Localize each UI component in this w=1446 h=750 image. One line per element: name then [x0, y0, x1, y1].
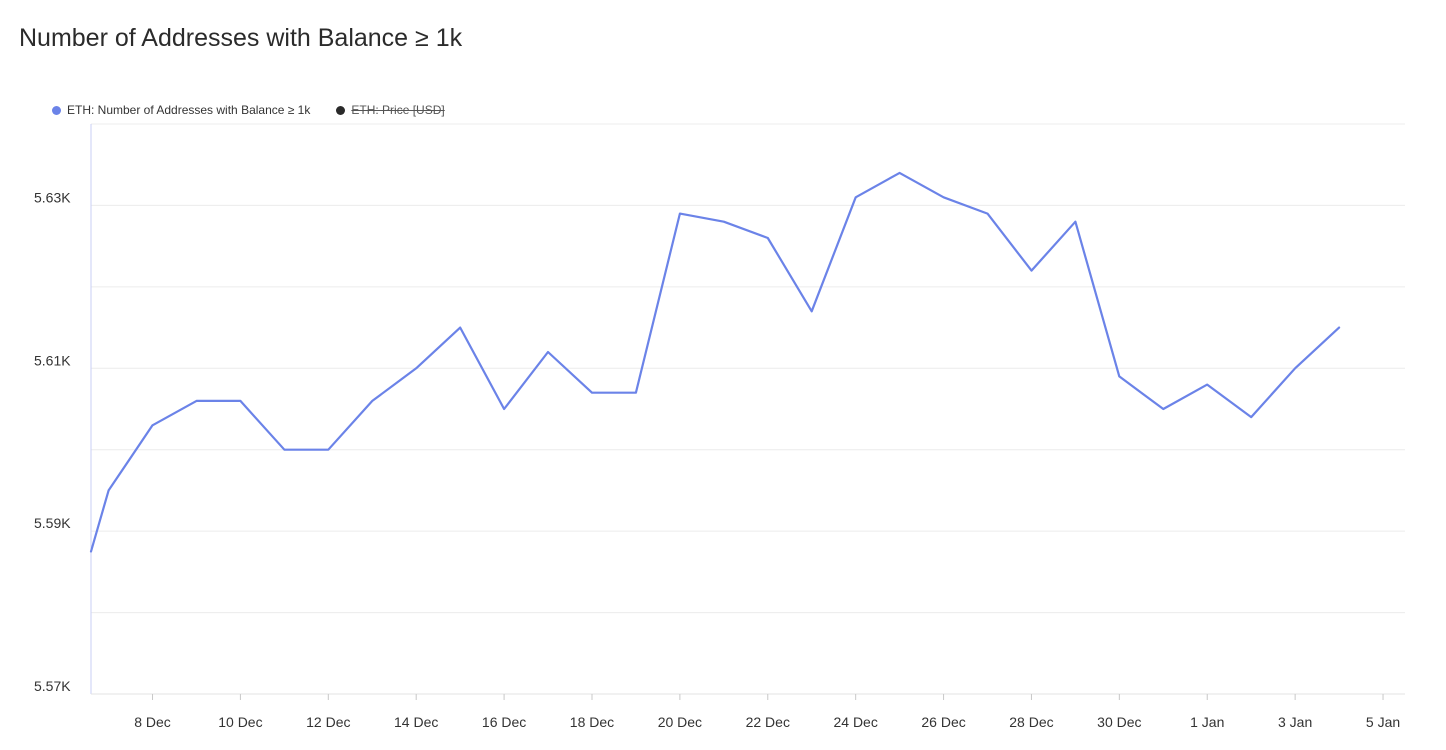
x-tick-label: 18 Dec	[570, 714, 614, 730]
x-tick-label: 20 Dec	[658, 714, 702, 730]
x-tick-label: 28 Dec	[1009, 714, 1053, 730]
x-tick-label: 3 Jan	[1278, 714, 1312, 730]
y-tick-label: 5.63K	[34, 189, 71, 205]
legend-label-price: ETH: Price [USD]	[351, 103, 445, 117]
chart-legend: ETH: Number of Addresses with Balance ≥ …	[52, 103, 445, 117]
y-tick-label: 5.59K	[34, 515, 71, 531]
x-tick-label: 10 Dec	[218, 714, 262, 730]
x-tick-label: 24 Dec	[833, 714, 877, 730]
x-tick-label: 22 Dec	[746, 714, 790, 730]
x-tick-label: 16 Dec	[482, 714, 526, 730]
x-tick-label: 14 Dec	[394, 714, 438, 730]
x-tick-label: 5 Jan	[1366, 714, 1400, 730]
x-tick-label: 1 Jan	[1190, 714, 1224, 730]
chart-title: Number of Addresses with Balance ≥ 1k	[19, 24, 463, 52]
x-tick-label: 26 Dec	[921, 714, 965, 730]
x-tick-label: 12 Dec	[306, 714, 350, 730]
legend-item-addresses[interactable]: ETH: Number of Addresses with Balance ≥ …	[52, 103, 310, 117]
y-tick-label: 5.57K	[34, 678, 71, 694]
legend-item-price[interactable]: ETH: Price [USD]	[336, 103, 445, 117]
series-line-addresses	[89, 171, 1341, 553]
x-tick-label: 8 Dec	[134, 714, 171, 730]
y-tick-label: 5.61K	[34, 352, 71, 368]
legend-dot-addresses	[52, 105, 61, 115]
x-tick-label: 30 Dec	[1097, 714, 1141, 730]
legend-dot-price	[336, 105, 346, 115]
legend-label-addresses: ETH: Number of Addresses with Balance ≥ …	[67, 103, 311, 117]
